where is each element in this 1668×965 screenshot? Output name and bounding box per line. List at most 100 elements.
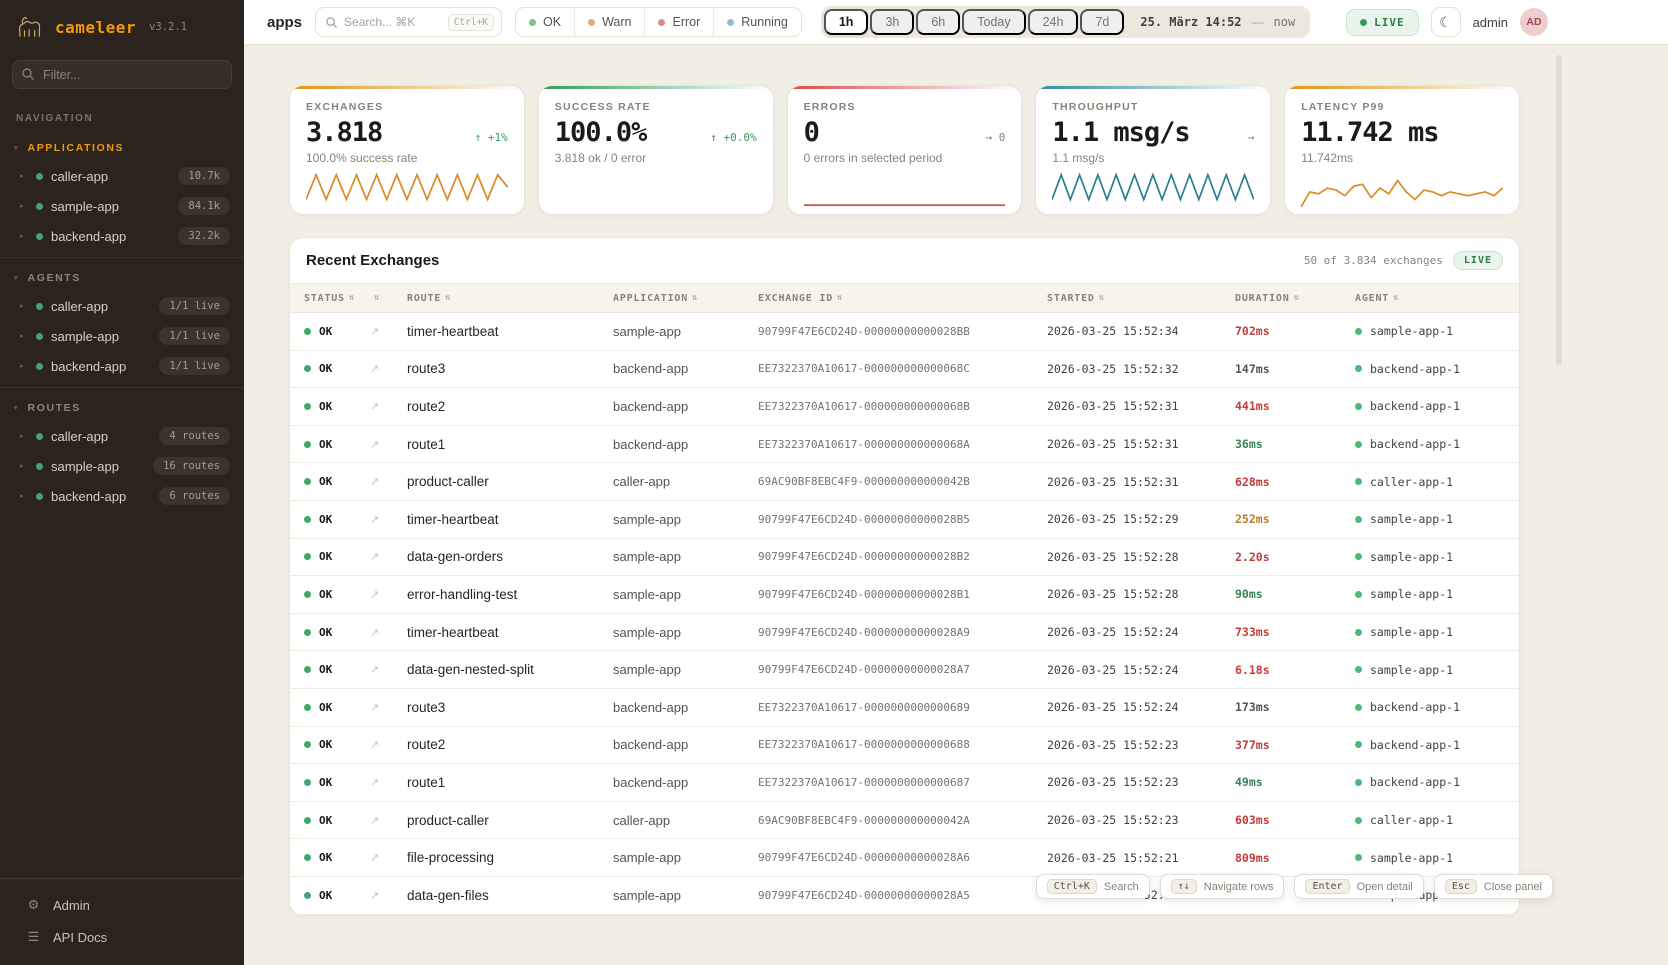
route-cell: route1 <box>407 436 446 452</box>
time-range-3h[interactable]: 3h <box>870 9 915 35</box>
table-row[interactable]: OK ↗ file-processing sample-app 90799F47… <box>290 839 1519 877</box>
sidebar-filter <box>12 60 232 89</box>
theme-toggle-button[interactable]: ☾ <box>1430 7 1461 37</box>
scrollbar[interactable] <box>1556 55 1562 365</box>
filter-input[interactable] <box>12 60 232 89</box>
column-header-status[interactable]: STATUS ⇅ <box>290 293 370 304</box>
table-row[interactable]: OK ↗ product-caller caller-app 69AC90BF8… <box>290 802 1519 840</box>
column-header-exchange-id[interactable]: EXCHANGE ID ⇅ <box>758 293 1047 304</box>
time-range-1h[interactable]: 1h <box>823 9 869 35</box>
table-row[interactable]: OK ↗ error-handling-test sample-app 9079… <box>290 576 1519 614</box>
open-detail-icon[interactable]: ↗ <box>370 325 380 338</box>
open-detail-icon[interactable]: ↗ <box>370 513 380 526</box>
sidebar-item-caller-app[interactable]: ▸ caller-app 1/1 live <box>0 291 244 321</box>
chevron-right-icon: ▸ <box>20 433 24 440</box>
table-row[interactable]: OK ↗ route1 backend-app EE7322370A10617-… <box>290 764 1519 802</box>
avatar[interactable]: AD <box>1520 8 1548 36</box>
sidebar-footer-admin[interactable]: ⚙ Admin <box>0 889 244 921</box>
sidebar-item-badge: 10.7k <box>178 167 230 185</box>
stat-card-throughput[interactable]: THROUGHPUT 1.1 msg/s → 1.1 msg/s <box>1035 85 1272 215</box>
column-header-application[interactable]: APPLICATION ⇅ <box>613 293 758 304</box>
column-header-route[interactable]: ROUTE ⇅ <box>407 293 613 304</box>
sidebar-item-backend-app[interactable]: ▸ backend-app 1/1 live <box>0 351 244 381</box>
sidebar-item-sample-app[interactable]: ▸ sample-app 16 routes <box>0 451 244 481</box>
sidebar-item-badge: 84.1k <box>178 197 230 215</box>
global-search[interactable]: Ctrl+K <box>315 7 503 37</box>
open-detail-icon[interactable]: ↗ <box>370 438 380 451</box>
table-row[interactable]: OK ↗ product-caller caller-app 69AC90BF8… <box>290 463 1519 501</box>
shortcut-label: Search <box>1103 880 1139 893</box>
sidebar-item-badge: 4 routes <box>159 427 230 445</box>
ok-dot-icon <box>304 816 311 824</box>
stat-card-latency-p99[interactable]: LATENCY P99 11.742 ms 11.742ms <box>1284 85 1520 215</box>
sidebar-item-sample-app[interactable]: ▸ sample-app 1/1 live <box>0 321 244 351</box>
table-row[interactable]: OK ↗ timer-heartbeat sample-app 90799F47… <box>290 614 1519 652</box>
open-detail-icon[interactable]: ↗ <box>370 701 380 714</box>
sidebar-item-backend-app[interactable]: ▸ backend-app 6 routes <box>0 481 244 511</box>
open-detail-icon[interactable]: ↗ <box>370 400 380 413</box>
agent-label: backend-app-1 <box>1370 700 1461 715</box>
route-cell: route2 <box>407 398 446 414</box>
started-cell: 2026-03-25 15:52:24 <box>1047 700 1179 715</box>
open-detail-icon[interactable]: ↗ <box>370 852 380 865</box>
open-detail-icon[interactable]: ↗ <box>370 776 380 789</box>
column-header-duration[interactable]: DURATION ⇅ <box>1235 293 1355 304</box>
started-cell: 2026-03-25 15:52:21 <box>1047 850 1179 865</box>
table-row[interactable]: OK ↗ route3 backend-app EE7322370A10617-… <box>290 689 1519 727</box>
sidebar-section-header[interactable]: ▾ ROUTES <box>0 396 244 421</box>
column-header-started[interactable]: STARTED ⇅ <box>1047 293 1235 304</box>
open-detail-icon[interactable]: ↗ <box>370 551 380 564</box>
status-label: OK <box>319 475 333 489</box>
table-row[interactable]: OK ↗ route2 backend-app EE7322370A10617-… <box>290 727 1519 765</box>
open-detail-icon[interactable]: ↗ <box>370 476 380 489</box>
sidebar-item-sample-app[interactable]: ▸ sample-app 84.1k <box>0 191 244 221</box>
status-filter-error[interactable]: Error <box>644 8 713 36</box>
stat-card-success-rate[interactable]: SUCCESS RATE 100.0% ↑ +0.0% 3.818 ok / 0… <box>537 85 774 215</box>
card-delta: → <box>1247 131 1255 144</box>
open-detail-icon[interactable]: ↗ <box>370 588 380 601</box>
time-range-24h[interactable]: 24h <box>1027 9 1079 35</box>
live-toggle-button[interactable]: LIVE <box>1346 8 1419 36</box>
sidebar-section-header[interactable]: ▾ APPLICATIONS <box>0 136 244 161</box>
search-input[interactable] <box>344 15 442 29</box>
table-title: Recent Exchanges <box>306 252 440 269</box>
stat-card-exchanges[interactable]: EXCHANGES 3.818 ↑ +1% 100.0% success rat… <box>289 85 525 215</box>
table-row[interactable]: OK ↗ route1 backend-app EE7322370A10617-… <box>290 426 1519 464</box>
time-range-7d[interactable]: 7d <box>1080 9 1125 35</box>
status-label: OK <box>319 625 333 639</box>
open-detail-icon[interactable]: ↗ <box>370 889 380 902</box>
table-row[interactable]: OK ↗ route3 backend-app EE7322370A10617-… <box>290 351 1519 389</box>
sidebar-item-caller-app[interactable]: ▸ caller-app 4 routes <box>0 421 244 451</box>
open-detail-icon[interactable]: ↗ <box>370 739 380 752</box>
sidebar-section-agents: ▾ AGENTS ▸ caller-app 1/1 live ▸ sample-… <box>0 257 244 387</box>
status-filter-warn[interactable]: Warn <box>574 8 644 36</box>
table-row[interactable]: OK ↗ timer-heartbeat sample-app 90799F47… <box>290 501 1519 539</box>
open-detail-icon[interactable]: ↗ <box>370 363 380 376</box>
table-row[interactable]: OK ↗ timer-heartbeat sample-app 90799F47… <box>290 313 1519 351</box>
status-filter-ok[interactable]: OK <box>516 8 574 36</box>
sidebar-item-backend-app[interactable]: ▸ backend-app 32.2k <box>0 221 244 251</box>
ok-dot-icon <box>304 778 311 786</box>
duration-cell: 702ms <box>1235 324 1270 339</box>
open-detail-icon[interactable]: ↗ <box>370 814 380 827</box>
time-range-today[interactable]: Today <box>962 9 1026 35</box>
table-row[interactable]: OK ↗ data-gen-orders sample-app 90799F47… <box>290 539 1519 577</box>
column-header-agent[interactable]: AGENT ⇅ <box>1355 293 1519 304</box>
agent-label: backend-app-1 <box>1370 775 1461 790</box>
application-cell: sample-app <box>613 511 681 527</box>
chevron-right-icon: ▸ <box>20 333 24 340</box>
time-range-6h[interactable]: 6h <box>916 9 961 35</box>
column-header-actions[interactable]: ⇅ <box>370 293 407 303</box>
agent-cell: caller-app-1 <box>1355 813 1519 827</box>
column-header-label: APPLICATION <box>613 292 689 304</box>
table-row[interactable]: OK ↗ data-gen-nested-split sample-app 90… <box>290 651 1519 689</box>
sidebar-item-caller-app[interactable]: ▸ caller-app 10.7k <box>0 161 244 191</box>
open-detail-icon[interactable]: ↗ <box>370 626 380 639</box>
open-detail-icon[interactable]: ↗ <box>370 664 380 677</box>
sidebar-footer-api-docs[interactable]: ☰ API Docs <box>0 921 244 953</box>
status-filter-running[interactable]: Running <box>713 8 801 36</box>
table-row[interactable]: OK ↗ route2 backend-app EE7322370A10617-… <box>290 388 1519 426</box>
sidebar-section-header[interactable]: ▾ AGENTS <box>0 266 244 291</box>
stat-card-errors[interactable]: ERRORS 0 → 0 0 errors in selected period <box>786 85 1023 215</box>
